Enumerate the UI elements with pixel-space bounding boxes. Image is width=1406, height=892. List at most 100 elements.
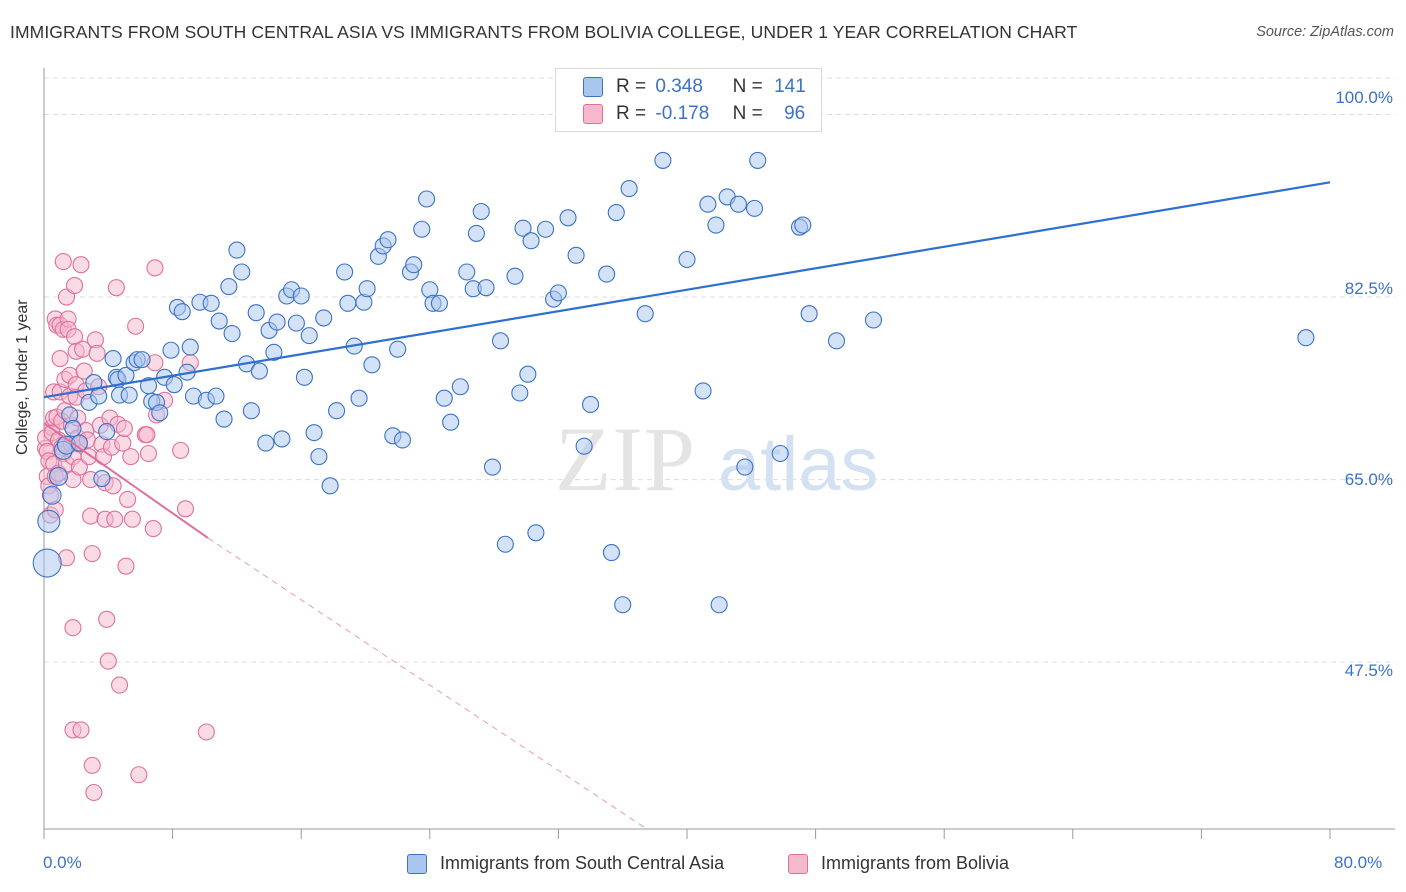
south-central-asia-point	[393, 431, 412, 449]
south-central-asia-point	[442, 413, 460, 431]
south-central-asia-point	[305, 424, 323, 442]
south-central-asia-point	[162, 341, 180, 359]
south-central-asia-point	[522, 232, 540, 250]
bolivia-point	[72, 256, 90, 274]
bolivia-points	[37, 253, 215, 802]
south-central-asia-point	[699, 195, 717, 213]
south-central-asia-point	[93, 469, 111, 488]
south-central-asia-point	[48, 466, 69, 486]
south-central-asia-point	[207, 387, 225, 405]
y-tick-label: 47.5%	[1344, 661, 1393, 680]
south-central-asia-point	[292, 287, 310, 305]
south-central-asia-point	[736, 458, 754, 476]
south-central-asia-point	[228, 241, 246, 259]
south-central-asia-point	[458, 263, 476, 281]
south-central-asia-point	[749, 151, 767, 169]
bolivia-point	[144, 520, 162, 538]
bolivia-point	[127, 317, 145, 335]
south-central-asia-point	[379, 231, 397, 249]
south-central-asia-point	[328, 402, 346, 420]
south-central-asia-point	[527, 524, 545, 542]
source-credit: Source: ZipAtlas.com	[1256, 24, 1394, 40]
south-central-asia-point	[233, 263, 251, 281]
y-axis-label: College, Under 1 year	[14, 299, 31, 455]
bolivia-point	[65, 277, 84, 295]
south-central-asia-point	[435, 389, 453, 407]
x-tick-label-max: 80.0%	[1334, 853, 1383, 872]
blue-swatch	[583, 77, 603, 97]
bolivia-trend-line	[43, 422, 209, 539]
south-central-asia-point	[268, 313, 286, 331]
south-central-asia-point	[257, 434, 275, 452]
south-central-asia-point	[567, 246, 585, 264]
chart-title: IMMIGRANTS FROM SOUTH CENTRAL ASIA VS IM…	[10, 22, 1078, 42]
pink-swatch	[788, 854, 808, 874]
bolivia-point	[197, 723, 215, 741]
south-central-asia-point	[511, 384, 529, 402]
south-central-asia-point	[151, 404, 169, 422]
south-central-asia-point	[133, 351, 151, 369]
south-central-asia-point	[32, 548, 62, 578]
bolivia-point	[98, 610, 116, 628]
south-central-asia-point	[575, 437, 593, 455]
south-central-asia-point	[472, 202, 490, 221]
bolivia-point	[111, 676, 129, 694]
correlation-legend: R = 0.348 N = 141 R = -0.178 N = 96	[555, 68, 822, 132]
south-central-asia-point	[358, 280, 376, 298]
bolivia-point	[122, 448, 140, 466]
south-central-asia-point	[654, 151, 672, 169]
blue-swatch	[407, 854, 427, 874]
legend-label: Immigrants from Bolivia	[821, 853, 1010, 873]
south-central-asia-point	[315, 309, 333, 327]
south-central-asia-point	[104, 350, 122, 368]
south-central-asia-point	[242, 402, 260, 420]
bolivia-point	[99, 652, 117, 670]
south-central-asia-point	[210, 312, 228, 330]
south-central-asia-point	[336, 263, 354, 281]
bolivia-point	[106, 510, 124, 528]
south-central-asia-point	[223, 324, 241, 343]
south-central-asia-point	[430, 294, 448, 312]
south-central-asia-point	[794, 216, 812, 234]
south-central-asia-point	[265, 343, 283, 361]
y-tick-label: 100.0%	[1335, 88, 1393, 107]
n-value: 96	[784, 103, 806, 124]
bolivia-point	[72, 721, 90, 739]
trend-lines	[43, 181, 1331, 830]
n-value: 141	[774, 76, 806, 97]
south-central-asia-point	[300, 327, 318, 345]
south-central-asia-point	[477, 279, 495, 297]
south-central-asia-point	[536, 220, 555, 238]
bolivia-trend-extension	[207, 537, 648, 830]
watermark: ZIP atlas	[555, 408, 879, 510]
south-central-asia-points	[32, 151, 1315, 614]
bolivia-point	[115, 419, 133, 438]
south-central-asia-point	[467, 224, 485, 242]
south-central-asia-point	[98, 423, 116, 441]
south-central-asia-point	[483, 458, 502, 476]
south-central-asia-point	[491, 332, 510, 350]
south-central-asia-point	[549, 284, 567, 302]
south-central-asia-point	[581, 395, 600, 414]
r-label: R =	[616, 103, 647, 124]
south-central-asia-point	[598, 265, 616, 283]
bolivia-point	[64, 619, 82, 637]
bolivia-point	[70, 458, 88, 476]
south-central-asia-point	[295, 368, 313, 386]
south-central-asia-point	[864, 311, 883, 329]
south-central-asia-point	[800, 305, 818, 323]
south-central-asia-point	[418, 190, 436, 208]
south-central-asia-point	[165, 376, 183, 394]
pink-swatch	[583, 104, 603, 124]
series-legend: Immigrants from South Central Asia Immig…	[0, 850, 1406, 880]
bolivia-point	[54, 253, 72, 271]
south-central-asia-trend-line	[43, 181, 1331, 399]
south-central-asia-point	[363, 356, 381, 374]
south-central-asia-point	[678, 250, 696, 269]
n-label: N =	[732, 76, 763, 97]
south-central-asia-point	[620, 180, 638, 198]
south-central-asia-point	[37, 509, 61, 533]
bolivia-point	[146, 259, 164, 277]
legend-label: Immigrants from South Central Asia	[440, 853, 725, 873]
